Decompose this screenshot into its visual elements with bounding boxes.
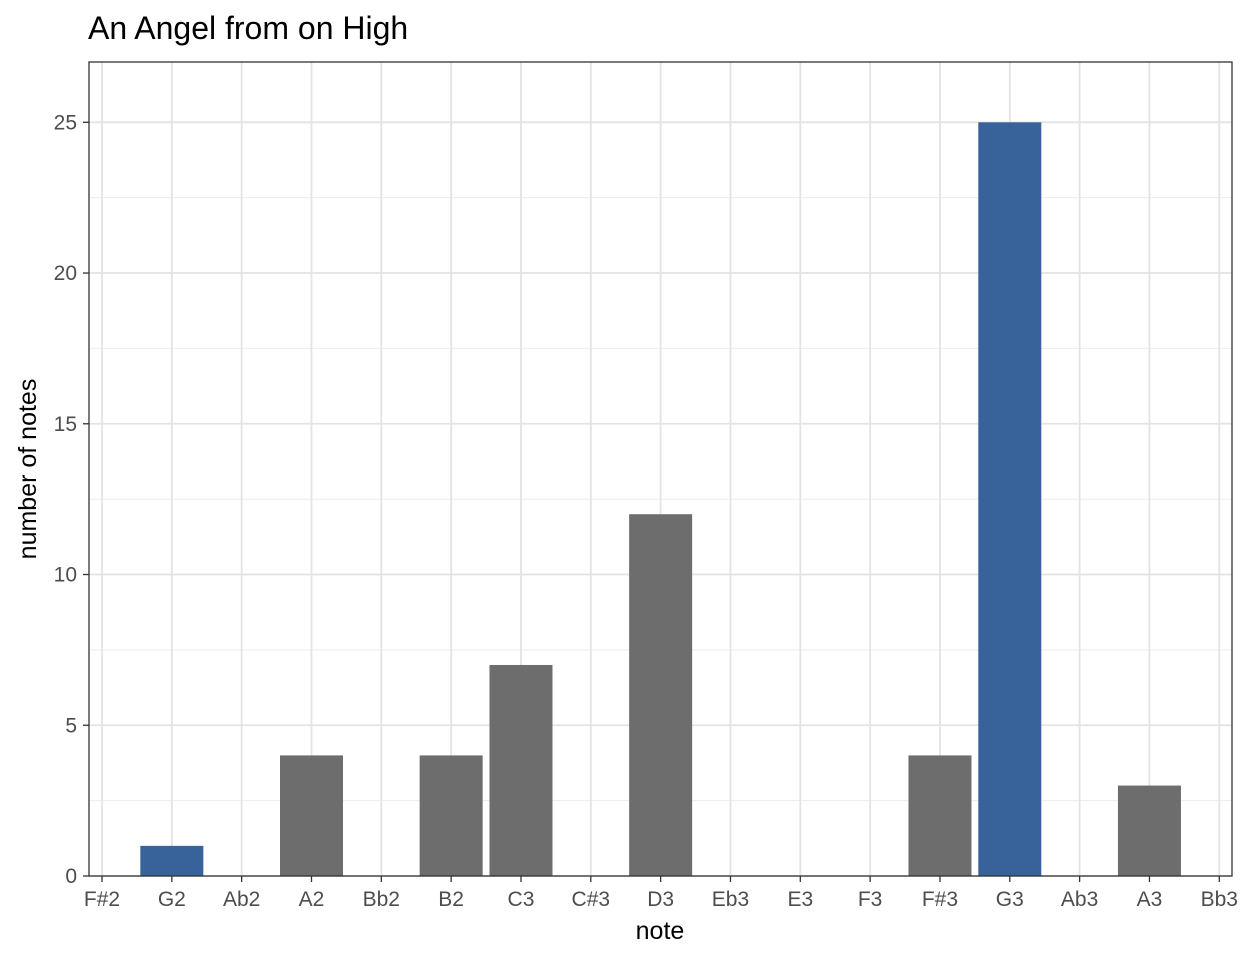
x-tick-label: A3 <box>1137 888 1163 911</box>
x-tick-label: G3 <box>996 888 1024 911</box>
x-tick-label: F3 <box>858 888 883 911</box>
y-tick-label: 25 <box>54 111 77 134</box>
x-tick-label: G2 <box>158 888 186 911</box>
chart-title: An Angel from on High <box>88 10 408 46</box>
y-axis-title: number of notes <box>14 379 42 560</box>
bar-fsharp3 <box>908 755 972 876</box>
x-tick-label: D3 <box>647 888 674 911</box>
bar-a2 <box>279 755 343 876</box>
bar-c3 <box>489 664 553 876</box>
x-tick-label: Eb3 <box>712 888 749 911</box>
x-tick-label: C#3 <box>572 888 611 911</box>
y-axis: 0 5 10 15 20 25 <box>54 111 89 888</box>
y-tick-label: 5 <box>65 714 77 737</box>
bar-a3 <box>1117 785 1181 876</box>
x-tick-label: F#3 <box>922 888 958 911</box>
y-tick-label: 0 <box>65 865 77 888</box>
x-tick-label: F#2 <box>84 888 120 911</box>
bar-g3 <box>978 122 1042 877</box>
x-tick-label: Ab3 <box>1061 888 1098 911</box>
bar-g2 <box>140 845 204 876</box>
x-axis: F#2 G2 Ab2 A2 Bb2 B2 C3 C#3 D3 Eb3 E3 F3 F#3 G3 Ab3 A3 B… <box>84 876 1238 911</box>
bar-d3 <box>629 514 693 876</box>
y-tick-label: 20 <box>54 262 77 285</box>
y-tick-label: 15 <box>54 413 77 436</box>
bars <box>140 122 1181 877</box>
bar-b2 <box>419 755 483 876</box>
x-tick-label: Bb3 <box>1201 888 1238 911</box>
x-tick-label: Bb2 <box>363 888 400 911</box>
x-axis-title: note <box>636 917 685 945</box>
x-tick-label: A2 <box>299 888 325 911</box>
x-tick-label: B2 <box>438 888 464 911</box>
x-tick-label: E3 <box>787 888 813 911</box>
y-tick-label: 10 <box>54 564 77 587</box>
x-tick-label: Ab2 <box>223 888 260 911</box>
x-tick-label: C3 <box>508 888 535 911</box>
